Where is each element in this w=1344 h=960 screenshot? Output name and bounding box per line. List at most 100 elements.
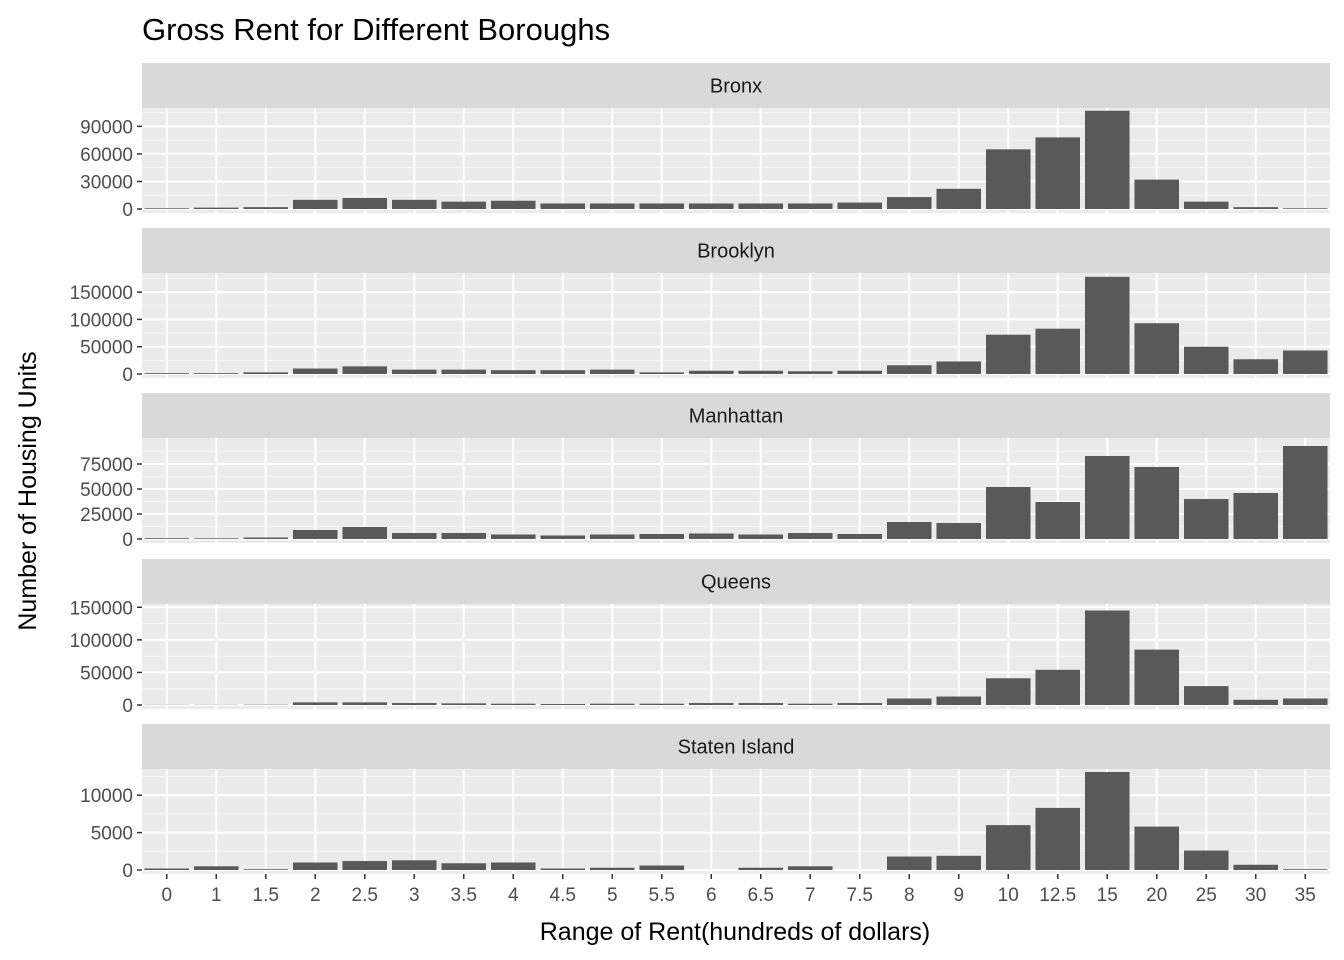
bar [490,703,536,705]
x-tick-label: 5 [607,885,618,906]
x-tick-label: 7 [805,885,816,906]
bar [540,203,586,209]
y-tick-label: 0 [122,861,133,882]
bar [837,703,883,705]
facet-strip-label: Manhattan [689,406,784,428]
x-tick-label: 5.5 [649,885,675,906]
facet-strip [142,228,1330,273]
facet-strip [142,724,1330,769]
facet-strip [142,63,1330,108]
bar [490,200,536,209]
bar [688,203,734,209]
y-tick-label: 25000 [80,505,133,526]
bar [837,202,883,209]
bar [292,862,338,870]
bar [441,533,487,539]
bar [787,703,833,705]
y-tick-label: 50000 [80,480,133,501]
bar [391,703,437,705]
bar [342,366,388,374]
y-tick-label: 50000 [80,663,133,684]
x-axis-title: Range of Rent(hundreds of dollars) [540,918,931,946]
bar [985,678,1031,705]
bar [589,867,635,870]
bar [985,149,1031,209]
bar [441,201,487,209]
bar [936,361,982,374]
bar [193,538,239,539]
x-axis: 0 1 1.5 2 2.5 3 3.5 4 4.5 5 5.5 6 6.5 7 7.5 8 9 10 12.5 15 2… [161,874,1316,906]
bar [243,869,289,870]
x-tick-label: 10 [998,885,1019,906]
bar [639,865,685,870]
x-tick-label: 8 [904,885,915,906]
bar [787,866,833,870]
x-tick-label: 2 [310,885,321,906]
bar [688,533,734,539]
bar [886,197,932,209]
x-tick-label: 12.5 [1039,885,1076,906]
bar [1183,201,1229,209]
bar [886,856,932,870]
bar [144,208,190,209]
y-tick-label: 5000 [91,824,133,845]
bar [292,199,338,209]
bar [886,365,932,374]
bar [243,207,289,209]
bar [243,372,289,374]
bar [886,698,932,705]
facet-panel: Brooklyn 0 50000 100000 150000 [70,228,1330,386]
y-tick-label: 75000 [80,455,133,476]
bar [1084,610,1130,705]
bar [985,334,1031,374]
bar [1084,276,1130,374]
bar [1084,110,1130,209]
bar [1233,207,1279,209]
bar [441,703,487,705]
x-tick-label: 20 [1146,885,1167,906]
bar [1282,446,1328,539]
bar [589,369,635,374]
x-tick-label: 3.5 [451,885,477,906]
x-tick-label: 0 [161,885,172,906]
bar [1282,350,1328,374]
x-tick-label: 2.5 [352,885,378,906]
panel-background [142,769,1330,874]
bar [1282,208,1328,209]
bar [193,207,239,209]
x-tick-label: 9 [953,885,964,906]
y-axis-title: Number of Housing Units [14,351,42,630]
bar [540,704,586,705]
bar [1183,850,1229,870]
y-tick-label: 0 [122,365,133,386]
bar [1233,864,1279,870]
bar [738,370,784,374]
x-tick-label: 4.5 [550,885,576,906]
bar [639,372,685,374]
bar [936,855,982,870]
bar [144,868,190,870]
facet-panels: Bronx0300006000090000Brooklyn05000010000… [70,63,1330,882]
bar [1282,869,1328,870]
bar [342,197,388,209]
bar [886,522,932,539]
bar [144,373,190,374]
bar [738,203,784,209]
chart-title: Gross Rent for Different Boroughs [142,12,610,47]
bar [342,527,388,539]
x-tick-label: 3 [409,885,420,906]
bar [837,370,883,374]
bar [490,370,536,374]
bar [391,199,437,209]
facet-strip-label: Staten Island [678,737,795,759]
x-tick-label: 1 [211,885,222,906]
y-tick-label: 30000 [80,172,133,193]
x-tick-label: 35 [1295,885,1316,906]
bar [391,533,437,539]
bar [292,530,338,539]
facet-panel: Queens 0 50000 100000 150000 [70,559,1330,717]
bar [1134,179,1180,209]
facet-strip-label: Bronx [710,76,762,98]
y-tick-label: 10000 [80,786,133,807]
bar [985,825,1031,870]
